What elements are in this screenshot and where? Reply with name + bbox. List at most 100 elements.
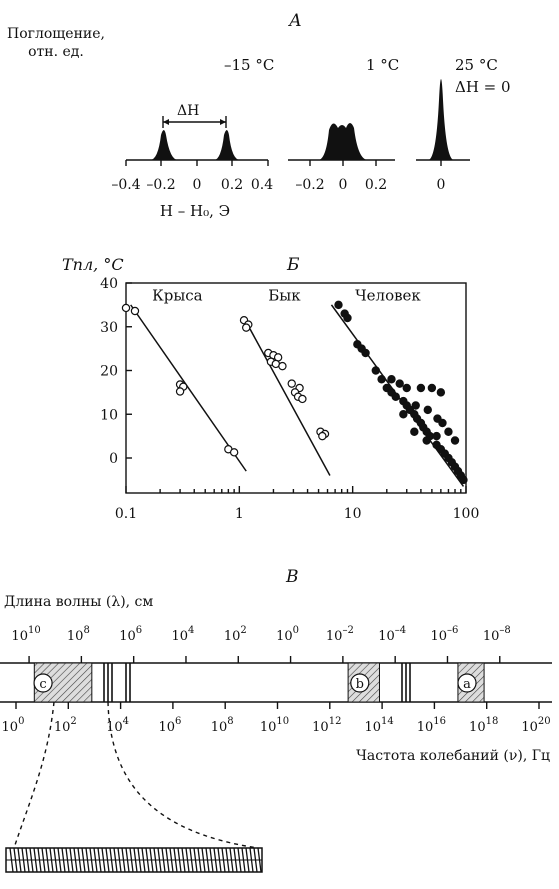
- freq-tick-base: 10: [54, 720, 71, 735]
- data-point: [410, 427, 419, 436]
- freq-tick-base: 10: [312, 720, 329, 735]
- freq-tick-exponent: 18: [486, 716, 499, 727]
- freq-tick-exponent: 2: [70, 716, 76, 727]
- wl-tick-exponent: 6: [136, 625, 142, 636]
- zoom-line-right: [107, 701, 259, 849]
- wl-tick-exponent: 8: [83, 625, 89, 636]
- panel-a-ylabel-line2: отн. ед.: [28, 44, 84, 60]
- wl-tick-base: 10: [431, 629, 448, 644]
- spectrum-2-tick-label: –0.2: [295, 177, 324, 193]
- data-point: [175, 387, 185, 396]
- data-point: [423, 405, 432, 415]
- panel-a-xlabel: H – H₀, Э: [160, 202, 230, 220]
- spectrum-1-temp: –15 °С: [224, 56, 274, 74]
- spectrum-3-tick-label: 0: [437, 177, 446, 193]
- x-tick-label: 1: [235, 506, 244, 522]
- freq-tick-base: 10: [211, 720, 228, 735]
- data-point: [459, 475, 468, 485]
- data-point: [121, 303, 131, 313]
- data-point: [371, 366, 381, 375]
- freq-tick-exponent: 0: [18, 716, 24, 727]
- inset-ribbon: [5, 847, 263, 873]
- data-point: [391, 392, 400, 401]
- data-point: [411, 401, 420, 410]
- freq-tick-exponent: 4: [123, 716, 129, 727]
- wl-tick-label: 102: [224, 625, 247, 644]
- data-point: [242, 323, 251, 332]
- x-tick-label: 0.1: [115, 506, 137, 522]
- spectrum-2-temp: 1 °С: [366, 56, 399, 74]
- freq-tick-label: 102: [54, 716, 77, 735]
- freq-tick-label: 104: [106, 716, 129, 735]
- freq-tick-base: 10: [521, 720, 538, 735]
- freq-tick-exponent: 10: [276, 716, 289, 727]
- x-tick-label: 100: [453, 506, 480, 522]
- freq-tick-exponent: 6: [175, 716, 181, 727]
- data-point: [287, 379, 296, 388]
- wl-tick-exponent: 0: [293, 625, 299, 636]
- wl-tick-exponent: 2: [240, 625, 246, 636]
- wl-tick-exponent: –6: [447, 625, 458, 636]
- y-tick-label: 20: [100, 364, 118, 380]
- y-tick-label: 30: [100, 320, 118, 336]
- wl-tick-label: 10–4: [378, 625, 406, 644]
- wl-tick-exponent: –4: [395, 625, 406, 636]
- freq-tick-label: 1012: [312, 716, 341, 735]
- wl-tick-base: 10: [224, 629, 241, 644]
- freq-tick-label: 1014: [364, 716, 393, 735]
- wl-tick-label: 106: [119, 625, 142, 644]
- data-point: [399, 410, 408, 419]
- spectrum-1-tick-label: 0.2: [221, 177, 243, 193]
- series-label: Крыса: [152, 287, 203, 305]
- wl-tick-exponent: 10: [28, 625, 41, 636]
- spectrum-3-peak: [428, 79, 454, 160]
- freq-tick-label: 1018: [469, 716, 498, 735]
- y-tick-label: 0: [109, 451, 118, 467]
- band-marker-a: [457, 673, 477, 693]
- data-point: [450, 436, 460, 445]
- data-point: [387, 375, 396, 384]
- band-letter: a: [463, 677, 471, 692]
- zoom-line-left: [13, 701, 55, 849]
- freq-tick-label: 1010: [260, 716, 289, 735]
- wl-tick-base: 10: [67, 629, 84, 644]
- data-point: [361, 348, 370, 358]
- series-label: Человек: [355, 287, 421, 305]
- freq-tick-label: 100: [2, 716, 25, 735]
- wl-tick-label: 108: [67, 625, 90, 644]
- spectrum-1-tick-label: 0: [193, 177, 202, 193]
- plot-frame: [125, 282, 467, 494]
- panel-b-label: Б: [286, 255, 300, 275]
- panel-c-label: В: [285, 567, 299, 587]
- data-point: [432, 431, 441, 441]
- data-point: [416, 383, 426, 393]
- wl-tick-base: 10: [276, 629, 293, 644]
- freq-tick-base: 10: [417, 720, 434, 735]
- wl-tick-label: 1010: [11, 625, 40, 644]
- x-tick-label: 10: [344, 506, 362, 522]
- panel-b-axes: 0 10 20 30 40 0.1 1 10 100: [100, 276, 479, 522]
- wl-tick-base: 10: [172, 629, 189, 644]
- y-tick-label: 40: [100, 276, 118, 292]
- wl-tick-exponent: –2: [342, 625, 353, 636]
- wl-tick-exponent: –8: [499, 625, 510, 636]
- panel-c-ticks: 100 102 104 106 108 1010 1012 1014 1016 1018 10201…: [2, 625, 551, 735]
- panel-a: А Поглощение, отн. ед. –15 °С ΔH –0.4 –0…: [7, 11, 511, 220]
- spectrum-1-tick-label: –0.4: [111, 177, 140, 193]
- band-letter: c: [39, 677, 46, 692]
- data-point: [436, 388, 446, 397]
- freq-tick-base: 10: [260, 720, 277, 735]
- data-point: [444, 427, 453, 436]
- data-points: [121, 300, 468, 485]
- freq-tick-label: 1016: [417, 716, 446, 735]
- wl-tick-base: 10: [326, 629, 343, 644]
- spectrum-3-note: ΔH = 0: [455, 78, 511, 96]
- freq-tick-exponent: 14: [381, 716, 394, 727]
- freq-tick-base: 10: [469, 720, 486, 735]
- freq-tick-base: 10: [106, 720, 123, 735]
- spectrum-2-tick-label: 0.2: [365, 177, 387, 193]
- band-marker-c: [33, 673, 53, 693]
- data-point: [427, 383, 437, 393]
